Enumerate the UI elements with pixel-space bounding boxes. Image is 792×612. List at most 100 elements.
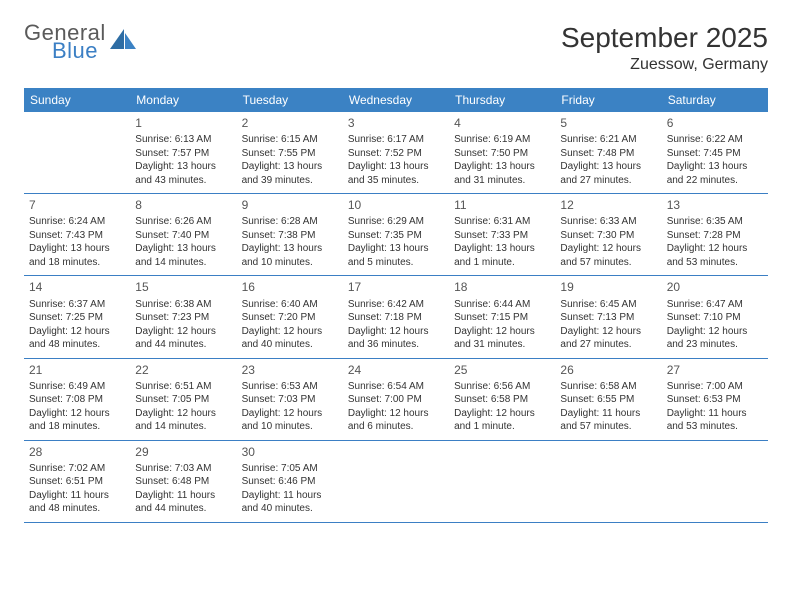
day-info-line: Sunrise: 7:05 AM [242,462,338,476]
day-info-line: Daylight: 11 hours [135,489,231,503]
day-info-line: Sunrise: 6:53 AM [242,380,338,394]
day-info-line: Daylight: 11 hours [560,407,656,421]
day-number: 24 [348,362,444,378]
day-cell: 12Sunrise: 6:33 AMSunset: 7:30 PMDayligh… [555,194,661,275]
day-number: 19 [560,279,656,295]
day-cell [343,441,449,522]
day-number: 4 [454,115,550,131]
week-row: 21Sunrise: 6:49 AMSunset: 7:08 PMDayligh… [24,359,768,441]
day-info-line: Sunset: 6:46 PM [242,475,338,489]
day-number: 7 [29,197,125,213]
week-row: 28Sunrise: 7:02 AMSunset: 6:51 PMDayligh… [24,441,768,523]
day-info-line: and 31 minutes. [454,174,550,188]
day-info-line: Sunset: 7:38 PM [242,229,338,243]
brand-sail-icon [110,29,138,58]
day-cell: 17Sunrise: 6:42 AMSunset: 7:18 PMDayligh… [343,276,449,357]
day-info-line: Daylight: 12 hours [29,325,125,339]
day-info-line: Sunrise: 6:17 AM [348,133,444,147]
day-info-line: Sunset: 7:33 PM [454,229,550,243]
day-info-line: and 44 minutes. [135,338,231,352]
day-cell: 30Sunrise: 7:05 AMSunset: 6:46 PMDayligh… [237,441,343,522]
day-cell: 26Sunrise: 6:58 AMSunset: 6:55 PMDayligh… [555,359,661,440]
day-info-line: Daylight: 12 hours [348,325,444,339]
day-info-line: Sunset: 6:53 PM [667,393,763,407]
week-row: 14Sunrise: 6:37 AMSunset: 7:25 PMDayligh… [24,276,768,358]
location: Zuessow, Germany [561,56,768,74]
brand-logo: General Blue [24,22,138,62]
day-info-line: Sunset: 7:13 PM [560,311,656,325]
day-info-line: Daylight: 13 hours [348,242,444,256]
day-info-line: Sunset: 7:25 PM [29,311,125,325]
day-cell: 7Sunrise: 6:24 AMSunset: 7:43 PMDaylight… [24,194,130,275]
weekday-header: Sunday Monday Tuesday Wednesday Thursday… [24,88,768,112]
day-cell: 3 Sunrise: 6:17 AMSunset: 7:52 PMDaylight… [343,112,449,193]
day-info-line: Sunset: 7:18 PM [348,311,444,325]
day-info-line: Daylight: 13 hours [348,160,444,174]
day-info-line: Sunset: 7:52 PM [348,147,444,161]
day-info-line: Sunset: 7:48 PM [560,147,656,161]
day-number: 16 [242,279,338,295]
day-info-line: Sunrise: 6:13 AM [135,133,231,147]
day-info-line: Daylight: 13 hours [560,160,656,174]
day-info-line: and 5 minutes. [348,256,444,270]
day-info-line: Sunset: 7:35 PM [348,229,444,243]
day-cell: 6Sunrise: 6:22 AMSunset: 7:45 PMDaylight… [662,112,768,193]
day-number: 3 [348,115,444,131]
day-number: 14 [29,279,125,295]
day-number: 1 [135,115,231,131]
day-info-line: Sunset: 7:57 PM [135,147,231,161]
day-info-line: Sunrise: 6:15 AM [242,133,338,147]
day-info-line: Sunset: 7:05 PM [135,393,231,407]
day-number: 11 [454,197,550,213]
day-info-line: and 40 minutes. [242,502,338,516]
day-info-line: and 14 minutes. [135,256,231,270]
brand-line2: Blue [52,40,106,62]
day-info-line: Sunset: 7:43 PM [29,229,125,243]
day-info-line: and 10 minutes. [242,256,338,270]
day-number: 21 [29,362,125,378]
day-number: 5 [560,115,656,131]
day-number: 15 [135,279,231,295]
day-info-line: and 14 minutes. [135,420,231,434]
day-cell: 14Sunrise: 6:37 AMSunset: 7:25 PMDayligh… [24,276,130,357]
day-cell: 15Sunrise: 6:38 AMSunset: 7:23 PMDayligh… [130,276,236,357]
day-cell: 8Sunrise: 6:26 AMSunset: 7:40 PMDaylight… [130,194,236,275]
week-row: 1 Sunrise: 6:13 AMSunset: 7:57 PM Daylight… [24,112,768,194]
day-info-line: Sunrise: 6:28 AM [242,215,338,229]
weekday-sat: Saturday [662,88,768,112]
day-info-line: Sunrise: 6:21 AM [560,133,656,147]
day-cell: 2Sunrise: 6:15 AMSunset: 7:55 PMDaylight… [237,112,343,193]
day-info-line: Daylight: 13 hours [454,242,550,256]
month-title: September 2025 [561,22,768,54]
day-info-line: Daylight: 13 hours [29,242,125,256]
day-info-line: and 18 minutes. [29,256,125,270]
day-info-line: Daylight: 13 hours [242,242,338,256]
day-cell: 23Sunrise: 6:53 AMSunset: 7:03 PMDayligh… [237,359,343,440]
day-cell: 9Sunrise: 6:28 AMSunset: 7:38 PMDaylight… [237,194,343,275]
day-info-line: and 48 minutes. [29,338,125,352]
day-cell: 16Sunrise: 6:40 AMSunset: 7:20 PMDayligh… [237,276,343,357]
day-info-line: Daylight: 12 hours [560,325,656,339]
day-number: 6 [667,115,763,131]
day-info-line: Sunrise: 7:03 AM [135,462,231,476]
day-cell: 22Sunrise: 6:51 AMSunset: 7:05 PMDayligh… [130,359,236,440]
day-cell: 10Sunrise: 6:29 AMSunset: 7:35 PMDayligh… [343,194,449,275]
day-info-line: and 1 minute. [454,256,550,270]
day-info-line: Sunset: 7:55 PM [242,147,338,161]
day-cell: 4Sunrise: 6:19 AMSunset: 7:50 PMDaylight… [449,112,555,193]
day-cell: 11 Sunrise: 6:31 AMSunset: 7:33 PMDayligh… [449,194,555,275]
day-info-line: and 57 minutes. [560,256,656,270]
day-info-line: and 23 minutes. [667,338,763,352]
week-row: 7Sunrise: 6:24 AMSunset: 7:43 PMDaylight… [24,194,768,276]
day-number: 17 [348,279,444,295]
day-info-line: Sunrise: 6:40 AM [242,298,338,312]
day-info-line: and 53 minutes. [667,420,763,434]
day-info-line: Sunrise: 6:31 AM [454,215,550,229]
day-cell: 29Sunrise: 7:03 AMSunset: 6:48 PMDayligh… [130,441,236,522]
day-info-line: Daylight: 12 hours [242,325,338,339]
header: General Blue September 2025 Zuessow, Ger… [24,22,768,74]
day-info-line: Sunrise: 6:56 AM [454,380,550,394]
day-info-line: Sunrise: 6:45 AM [560,298,656,312]
day-info-line: Sunrise: 6:44 AM [454,298,550,312]
day-info-line: Daylight: 12 hours [454,325,550,339]
